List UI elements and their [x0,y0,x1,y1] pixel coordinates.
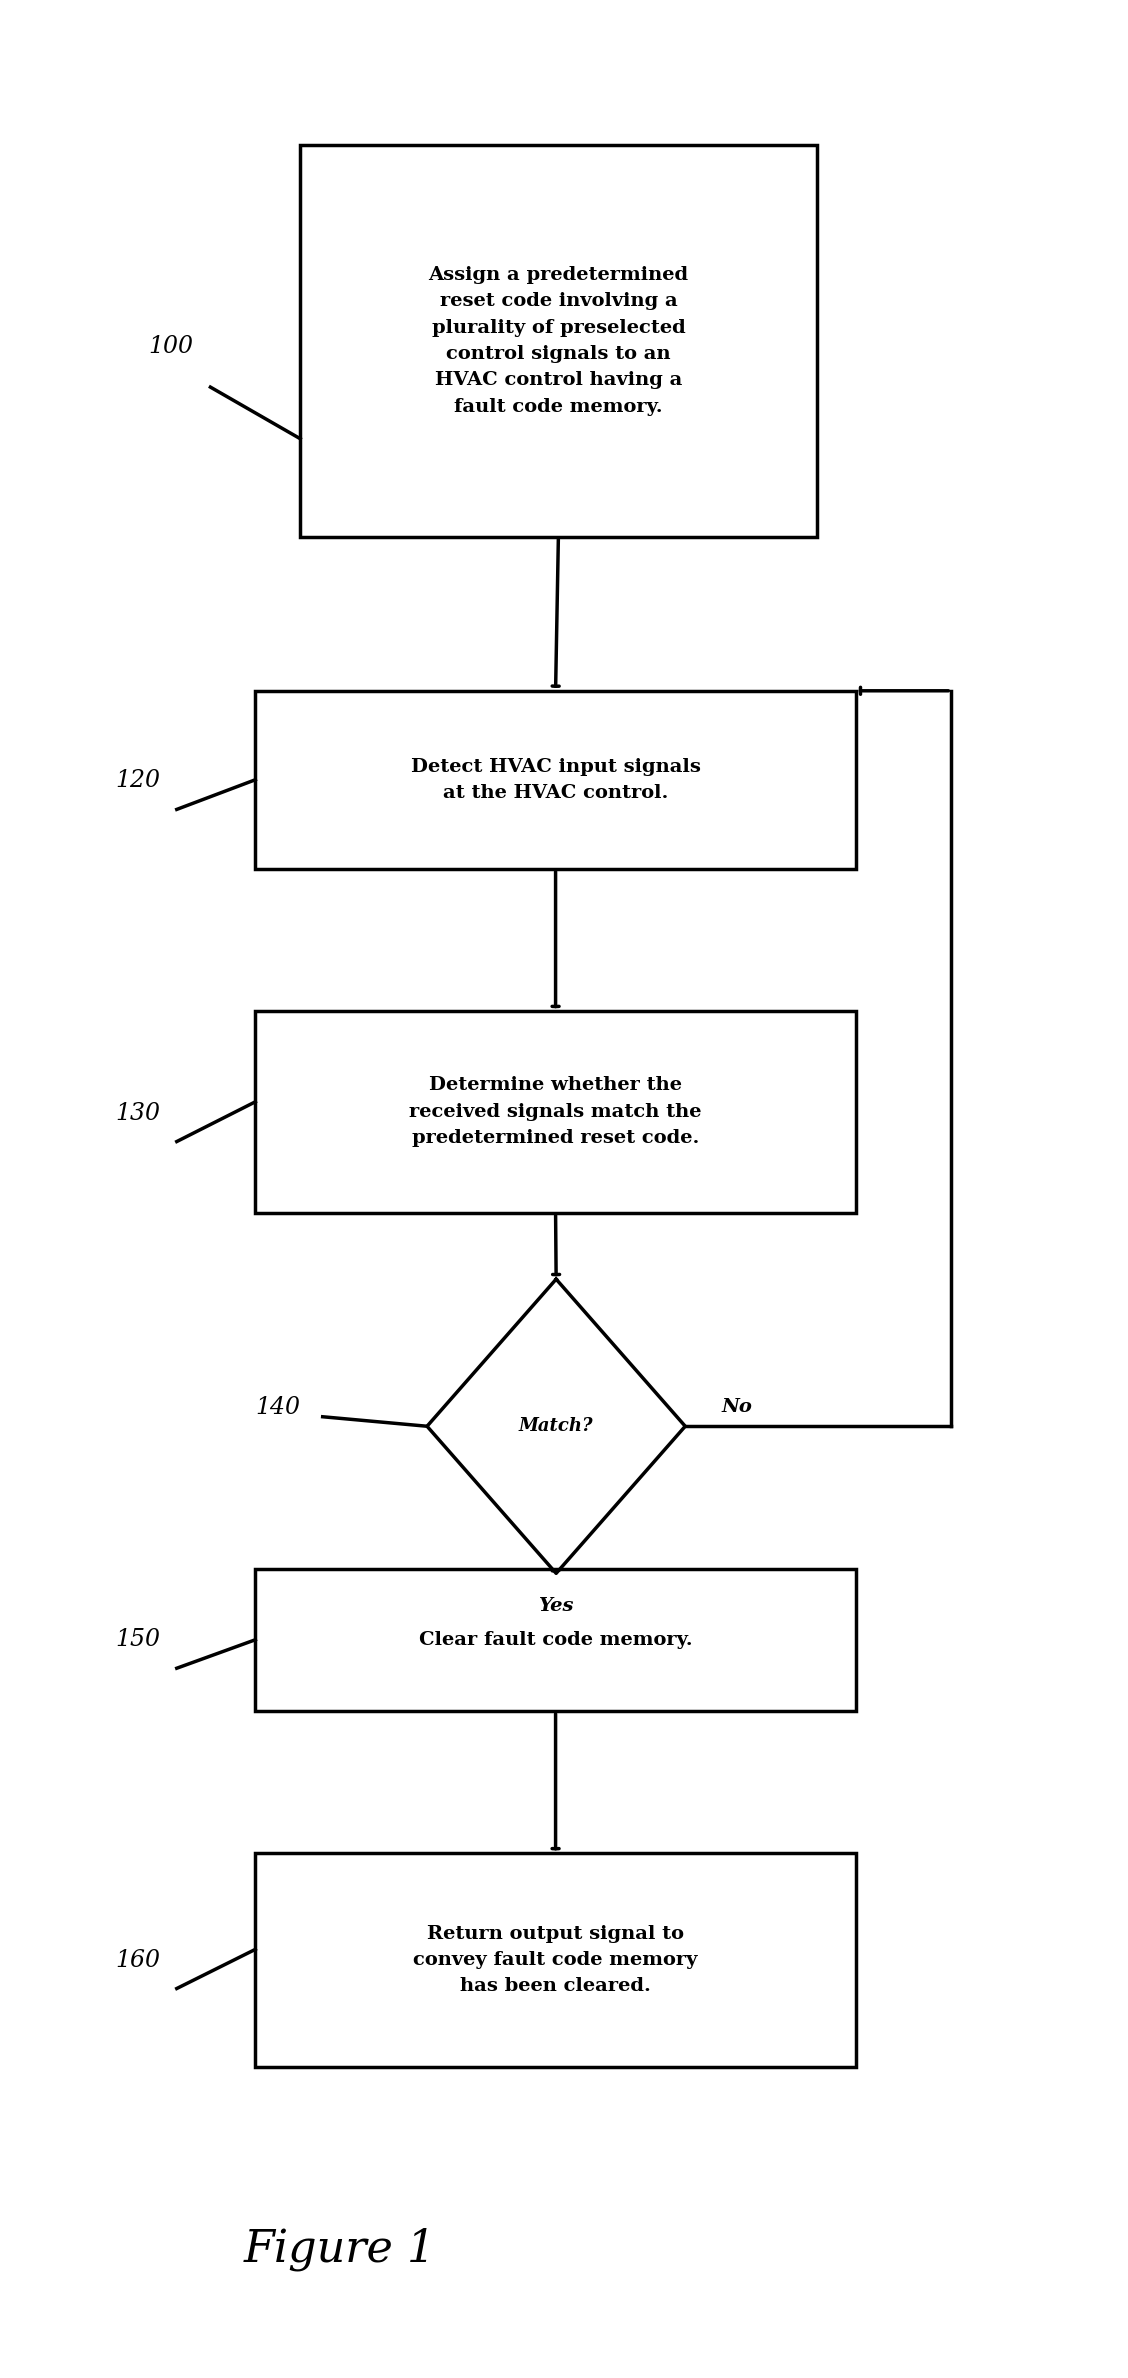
Text: Clear fault code memory.: Clear fault code memory. [418,1631,693,1648]
Text: 150: 150 [115,1629,160,1650]
Text: Match?: Match? [519,1417,593,1436]
Text: 130: 130 [115,1101,160,1125]
Text: Assign a predetermined
reset code involving a
plurality of preselected
control s: Assign a predetermined reset code involv… [429,266,688,416]
Text: Yes: Yes [538,1598,574,1615]
Text: Return output signal to
convey fault code memory
has been cleared.: Return output signal to convey fault cod… [413,1924,698,1995]
Text: 160: 160 [115,1948,160,1971]
Text: 100: 100 [149,335,194,359]
FancyBboxPatch shape [255,690,856,868]
Text: 140: 140 [255,1396,300,1420]
FancyBboxPatch shape [255,1569,856,1710]
Text: Determine whether the
received signals match the
predetermined reset code.: Determine whether the received signals m… [409,1077,702,1146]
Text: Detect HVAC input signals
at the HVAC control.: Detect HVAC input signals at the HVAC co… [411,759,700,801]
FancyBboxPatch shape [255,1011,856,1213]
Text: No: No [721,1398,752,1417]
Text: 120: 120 [115,770,160,792]
Text: Figure 1: Figure 1 [244,2228,435,2271]
FancyBboxPatch shape [255,1852,856,2066]
FancyBboxPatch shape [300,145,817,537]
